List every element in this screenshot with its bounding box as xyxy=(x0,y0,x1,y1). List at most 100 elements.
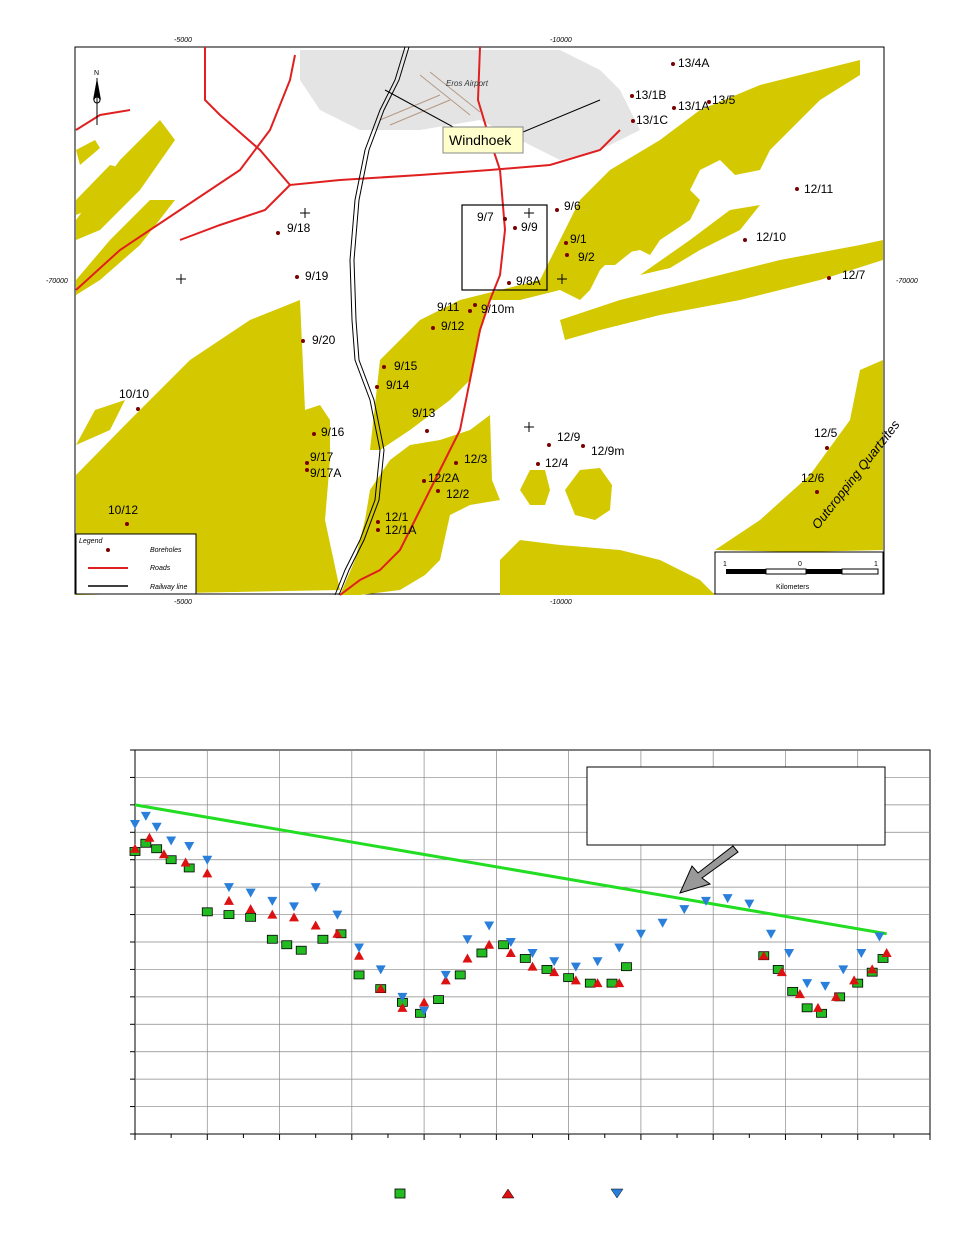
trend-line xyxy=(134,803,887,936)
right-tick-1: -70000 xyxy=(896,278,918,285)
borehole-marker xyxy=(301,339,305,343)
borehole-label: 9/8A xyxy=(516,274,541,288)
borehole-label: 13/1A xyxy=(678,99,709,113)
legend-boreholes: Boreholes xyxy=(150,547,182,554)
north-arrow: N xyxy=(93,70,101,125)
borehole-label: 12/2 xyxy=(446,487,470,501)
series-2-point xyxy=(202,868,213,878)
series-3-point xyxy=(184,842,195,851)
series-3-point xyxy=(856,948,867,958)
series-2-point xyxy=(289,912,299,922)
series-2-point xyxy=(397,1002,408,1012)
borehole-marker xyxy=(555,208,559,212)
series-3-point xyxy=(700,896,711,906)
series-1-point xyxy=(541,965,553,974)
borehole-label: 9/2 xyxy=(578,250,595,264)
series-3-point xyxy=(375,965,386,975)
series-1-point xyxy=(165,855,177,865)
series-3-point xyxy=(784,948,795,958)
series-1-point xyxy=(519,954,531,963)
series-2-point xyxy=(375,983,386,993)
borehole-marker xyxy=(564,241,568,245)
grid-crosses xyxy=(176,208,567,432)
legend-marker-triangle-down xyxy=(610,1188,624,1199)
borehole-label: 9/17A xyxy=(310,466,341,480)
borehole-label: 12/4 xyxy=(545,456,569,470)
series-3-point xyxy=(140,811,151,821)
series-3-point xyxy=(462,935,473,945)
borehole-marker xyxy=(743,238,747,242)
borehole-marker xyxy=(454,461,458,465)
series-1-point xyxy=(563,973,575,983)
water-level-chart xyxy=(129,749,931,1199)
borehole-marker xyxy=(503,217,507,221)
scale-bar: 1 0 1 Kilometers xyxy=(714,551,884,595)
series-3-point xyxy=(397,992,408,1002)
borehole-marker xyxy=(422,479,426,483)
series-1-point xyxy=(183,863,195,873)
windhoek-label: Windhoek xyxy=(449,132,512,148)
borehole-label: 13/4A xyxy=(678,56,709,70)
series-3-point xyxy=(289,902,299,912)
borehole-marker xyxy=(565,253,569,257)
series-1-point xyxy=(353,970,365,980)
borehole-label: 9/6 xyxy=(564,199,581,213)
borehole-marker xyxy=(136,407,140,411)
series-2-point xyxy=(180,857,191,867)
borehole-marker xyxy=(671,62,675,66)
series-2-point xyxy=(831,991,842,1001)
series-2-point xyxy=(310,920,321,930)
borehole-marker xyxy=(376,528,380,532)
series-3-point xyxy=(310,883,321,893)
borehole-label: 12/1 xyxy=(385,510,409,524)
borehole-marker xyxy=(825,446,829,450)
annotation-arrow xyxy=(679,845,739,894)
top-tick-1: -5000 xyxy=(174,37,192,44)
chart-series xyxy=(129,811,892,1018)
series-2-point xyxy=(881,947,892,957)
borehole-marker xyxy=(631,119,635,123)
borehole-label: 12/9 xyxy=(557,430,581,444)
borehole-label: 10/12 xyxy=(108,503,138,517)
series-3-point xyxy=(202,855,213,865)
series-2-point xyxy=(462,953,473,963)
series-2-point xyxy=(614,978,625,988)
chart-ticks xyxy=(130,749,931,1140)
borehole-marker xyxy=(630,94,634,98)
borehole-label: 12/10 xyxy=(756,230,786,244)
borehole-marker xyxy=(707,100,711,104)
series-3-point xyxy=(657,918,668,928)
borehole-marker xyxy=(305,461,309,465)
series-3-point xyxy=(130,820,140,830)
borehole-label: 10/10 xyxy=(119,387,149,401)
borehole-label: 9/19 xyxy=(305,269,329,283)
borehole-marker xyxy=(473,303,477,307)
series-2-point xyxy=(527,961,538,971)
borehole-label: 12/7 xyxy=(842,268,866,282)
series-3-point xyxy=(744,899,755,909)
borehole-label: 12/9m xyxy=(591,444,624,458)
series-2-point xyxy=(849,975,860,985)
borehole-label: 13/1C xyxy=(636,113,668,127)
series-3-point xyxy=(722,894,733,904)
borehole-label: 9/12 xyxy=(441,319,465,333)
borehole-label: 9/13 xyxy=(412,406,436,420)
series-3-point xyxy=(267,896,278,906)
borehole-marker xyxy=(276,231,280,235)
series-1-point xyxy=(454,970,466,980)
series-3-point xyxy=(505,938,516,947)
series-3-point xyxy=(592,957,603,967)
borehole-label: 12/1A xyxy=(385,523,416,537)
borehole-marker xyxy=(507,281,511,285)
series-1-point xyxy=(281,940,293,950)
series-2-point xyxy=(505,947,516,957)
borehole-marker xyxy=(295,275,299,279)
borehole-marker xyxy=(425,429,429,433)
airport-label: Eros Airport xyxy=(446,79,489,88)
borehole-marker xyxy=(312,432,316,436)
legend-railway: Railway line xyxy=(150,584,187,591)
chart-grid xyxy=(135,750,930,1134)
series-1-point xyxy=(816,1008,827,1018)
series-1-point xyxy=(223,910,235,919)
north-label: N xyxy=(94,70,99,77)
